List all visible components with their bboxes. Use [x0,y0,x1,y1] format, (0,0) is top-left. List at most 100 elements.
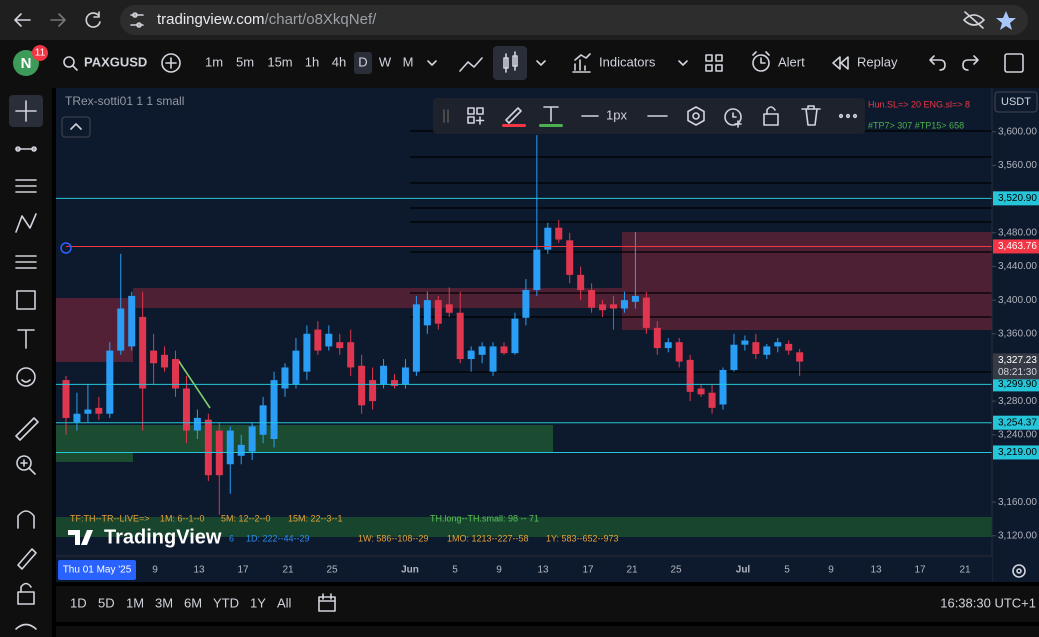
range[interactable]: 1M [126,595,144,610]
alert-button[interactable]: Alert [778,54,805,69]
eye-off-icon[interactable] [963,11,985,29]
intervals: 1m 5m 15m 1h 4h D W M [205,52,413,74]
price-label: 3,520.90 [998,193,1037,204]
candle-body [785,343,793,351]
currency-button[interactable] [994,91,1038,113]
line-chart-icon[interactable] [459,57,483,72]
x-tick-label: 5 [784,565,790,576]
text-color[interactable] [539,124,563,127]
price-label-bg [993,445,1039,460]
candle-body [478,346,486,355]
nav-buttons[interactable] [14,11,101,28]
candle-body [193,417,201,431]
candle-body [423,300,431,326]
line-color[interactable] [502,124,526,127]
interval[interactable]: 1h [305,54,319,69]
y-tick-label: 3,440.00 [998,261,1037,272]
line-handle[interactable] [60,242,72,254]
price-label-bg [993,377,1039,392]
indicators-icon[interactable] [572,53,591,73]
y-ticks: 3,600.00 3,560.00 3,480.00 3,440.00 3,400.00… [992,126,1039,541]
search-icon[interactable] [63,56,78,71]
badge-count: 11 [35,48,46,59]
x-tick-label: 13 [193,565,205,576]
price-label-bg [993,191,1039,206]
price-axis [992,88,1039,582]
demand-zone [56,453,133,462]
range[interactable]: 3M [155,595,173,610]
fullscreen[interactable] [1004,53,1024,73]
indicators-menu[interactable] [678,60,688,66]
x-tick-label: Jun [401,565,419,576]
candle-body [259,405,267,435]
logo-mark [68,530,93,545]
candle-body [730,344,738,370]
goto-date[interactable] [318,593,336,612]
collapse-arrow [70,123,82,130]
undo[interactable] [929,55,946,71]
candle-body [675,342,683,362]
address-bar[interactable] [120,5,1028,35]
candle-body [237,444,245,456]
chart-type-menu[interactable] [536,60,546,66]
interval[interactable]: 4h [332,54,346,69]
range[interactable]: YTD [213,595,239,610]
chart-type-active[interactable] [493,46,527,80]
candle-body [752,342,760,354]
candle-body [763,346,771,355]
candle-icon [503,51,518,73]
candle-body [697,388,705,395]
replay-icon[interactable] [832,56,849,70]
interval[interactable]: 1m [205,54,223,69]
y-tick-label: 3,560.00 [998,160,1037,171]
candle-body [391,380,398,386]
interval[interactable]: D [358,54,367,69]
candle-body [182,388,190,431]
stat: TF:TH--TR--LIVE=> [70,513,150,523]
range[interactable]: 1Y [250,595,266,610]
candle-body [544,227,552,250]
stat: 5M: 12--2--0 [221,513,271,523]
interval[interactable]: 15m [267,54,292,69]
x-tick-label: 17 [582,565,594,576]
candle-body [511,318,519,354]
compare-button[interactable] [161,53,181,73]
layout-icon[interactable] [705,54,723,72]
site-info-icon[interactable] [130,12,144,28]
range[interactable]: All [277,595,292,610]
symbol[interactable]: PAXGUSD [84,54,147,69]
candle-body [533,249,541,291]
candle-body [106,350,114,414]
candle-body [434,300,442,324]
price-label: 3,254.37 [998,417,1037,428]
bookmark-star[interactable] [996,11,1016,30]
interval[interactable]: M [403,54,414,69]
interval[interactable]: 5m [236,54,254,69]
avatar[interactable] [13,50,39,76]
collapse-button[interactable] [61,116,91,138]
line-width[interactable]: 1px [606,107,627,122]
last-price: 3,327.23 [998,355,1037,366]
replay-button[interactable]: Replay [857,54,898,69]
candle-body [358,365,366,406]
stat: 1D: 222--44--29 [246,533,310,543]
indicators-button[interactable]: Indicators [599,54,656,69]
indicator-title: TRex-sotti01 1 1 small [65,94,184,108]
redo[interactable] [962,55,979,71]
axis-settings[interactable] [1012,564,1026,578]
candle-body [588,290,596,308]
drawing-tools[interactable] [15,100,39,630]
interval[interactable]: W [379,54,392,69]
x-tick-label: 9 [496,565,502,576]
range[interactable]: 1D [70,595,87,610]
range[interactable]: 5D [98,595,115,610]
candle-body [226,430,234,465]
alert-icon[interactable] [752,51,770,72]
drawing-toolbar-icons[interactable] [443,105,858,128]
interval-menu[interactable] [427,60,437,66]
stat: 6 [229,533,234,543]
stat: 1MO: 1213--227--58 [447,533,529,543]
candle-body [445,304,453,313]
range[interactable]: 6M [184,595,202,610]
